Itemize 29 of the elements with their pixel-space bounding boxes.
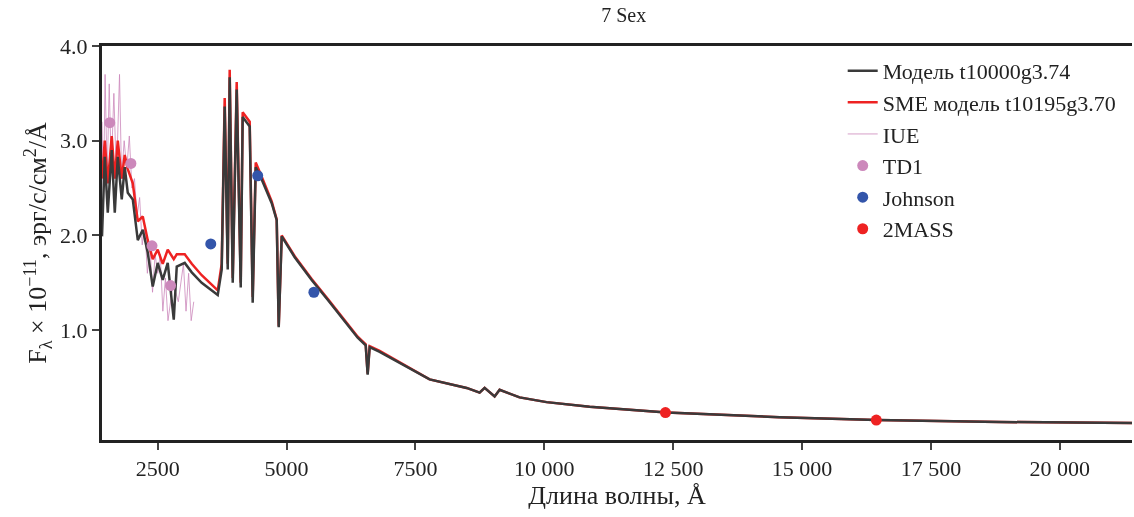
- y-tick-label: 3.0: [60, 128, 88, 154]
- x-tick-label: 12 500: [642, 456, 704, 482]
- point: [870, 414, 882, 426]
- x-axis-title: Длина волны, Å: [528, 481, 706, 511]
- legend-label: Модель t10000g3.74: [882, 59, 1071, 85]
- point: [104, 117, 116, 129]
- point: [205, 238, 217, 250]
- point: [252, 170, 264, 182]
- x-tick-label: 10 000: [514, 456, 575, 482]
- x-tick-label: 17 500: [900, 456, 962, 482]
- point: [146, 240, 158, 252]
- legend-label: SME модель t10195g3.70: [882, 90, 1116, 116]
- x-tick-label: 2500: [135, 456, 180, 482]
- legend-label: 2MASS: [882, 217, 954, 243]
- x-tick-label: 5000: [264, 456, 309, 482]
- x-tick-label: 7500: [393, 456, 438, 482]
- point: [659, 407, 671, 419]
- chart-title: 7 Sex: [601, 3, 647, 26]
- point: [308, 286, 320, 298]
- legend-label: Johnson: [882, 185, 955, 211]
- y-tick-label: 2.0: [60, 223, 88, 249]
- y-tick-label: 4.0: [60, 33, 88, 59]
- y-tick-label: 1.0: [60, 317, 88, 343]
- x-tick-label: 20 000: [1029, 456, 1091, 482]
- legend-label: IUE: [882, 122, 920, 148]
- point: [165, 280, 177, 292]
- point: [125, 157, 137, 169]
- x-tick-label: 15 000: [771, 456, 833, 482]
- legend-label: TD1: [882, 154, 924, 180]
